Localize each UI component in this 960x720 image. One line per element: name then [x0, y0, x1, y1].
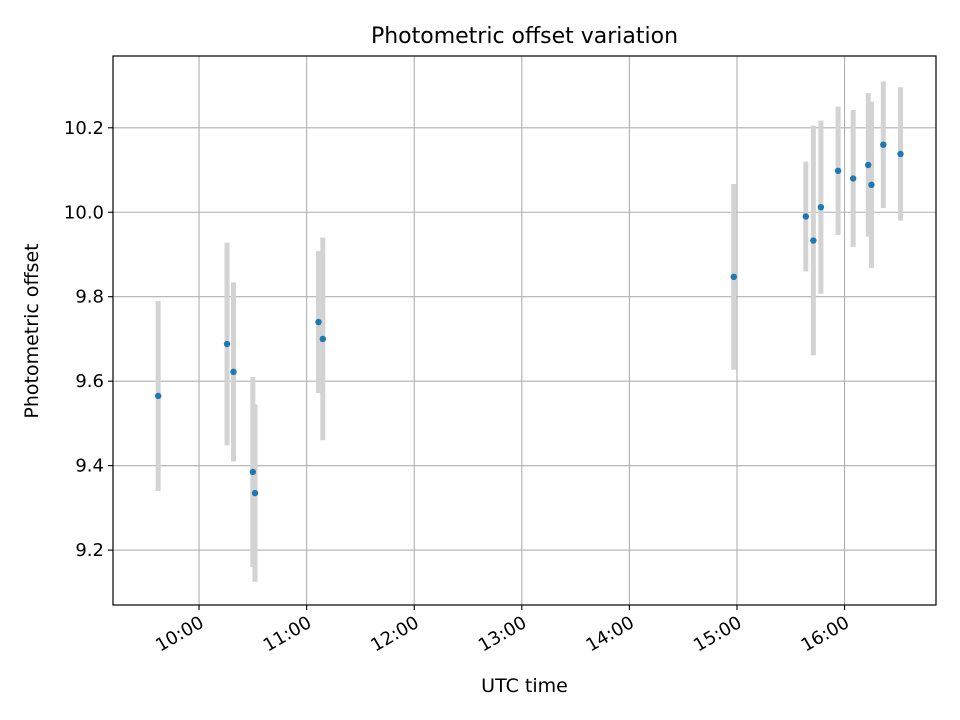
data-point	[810, 237, 817, 244]
y-tick-label: 9.4	[75, 456, 104, 477]
y-axis-ticks: 9.2 9.4 9.6 9.8 10.0 10.2	[64, 118, 113, 561]
data-point	[319, 335, 326, 343]
y-tick-label: 10.0	[64, 202, 104, 223]
y-tick-label: 9.6	[75, 371, 104, 392]
data-point	[880, 141, 887, 148]
y-tick-label: 10.2	[64, 118, 104, 139]
data-point	[897, 150, 904, 158]
data-point	[730, 273, 737, 281]
data-point	[251, 489, 259, 497]
data-point	[868, 181, 875, 189]
data-point	[849, 175, 857, 182]
data-point	[865, 161, 872, 169]
data-point	[834, 167, 842, 175]
x-axis-label: UTC time	[481, 675, 568, 697]
data-point	[817, 203, 825, 211]
y-tick-label: 9.2	[75, 540, 104, 561]
chart-title: Photometric offset variation	[371, 24, 678, 49]
data-points	[154, 141, 904, 497]
data-point	[249, 468, 257, 476]
data-point	[315, 318, 322, 326]
data-point	[154, 392, 162, 400]
y-axis-label: Photometric offset	[21, 243, 43, 418]
plot-frame	[112, 55, 937, 606]
data-point	[223, 340, 231, 348]
data-point	[230, 368, 237, 376]
grid	[113, 56, 936, 605]
data-point	[802, 213, 810, 220]
y-tick-label: 9.8	[75, 287, 104, 308]
